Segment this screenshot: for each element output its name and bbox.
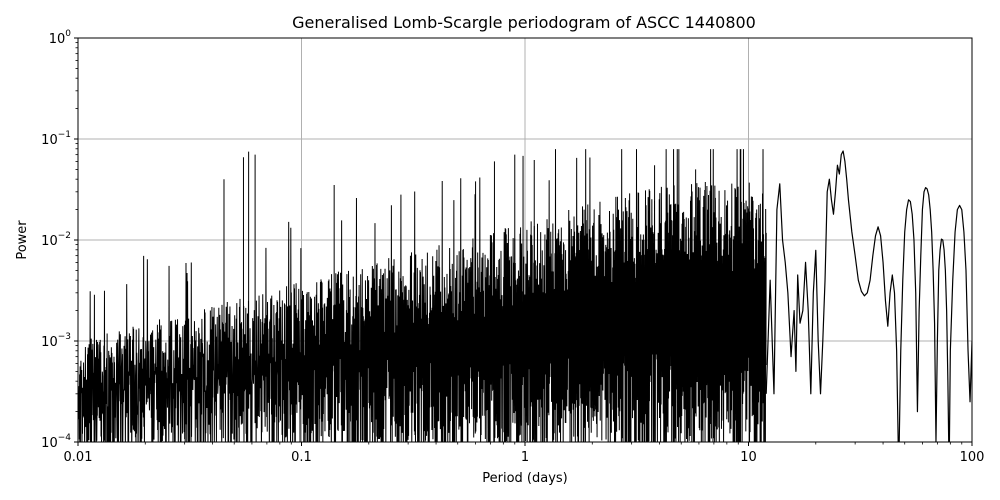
data-layer [78,149,972,442]
chart-title: Generalised Lomb-Scargle periodogram of … [292,13,756,32]
y-tick-label: 100 [49,29,72,47]
x-tick-label: 1 [521,450,529,465]
y-tick-label: 10−2 [41,231,71,249]
y-tick-label: 10−4 [41,433,71,451]
x-tick-label: 0.1 [291,450,312,465]
tick-layer: 0.01 0.1 1 10 100 10−4 10−3 10−2 10−1 100 [41,29,984,465]
y-tick-label: 10−1 [41,130,71,148]
x-tick-label: 0.01 [64,450,93,465]
periodogram-noise-region [78,149,767,442]
y-axis-label: Power [15,220,30,260]
x-axis-label: Period (days) [482,471,568,486]
periodogram-series-line [765,150,972,442]
y-tick-label: 10−3 [41,332,71,350]
x-tick-label: 10 [740,450,757,465]
x-tick-label: 100 [960,450,985,465]
